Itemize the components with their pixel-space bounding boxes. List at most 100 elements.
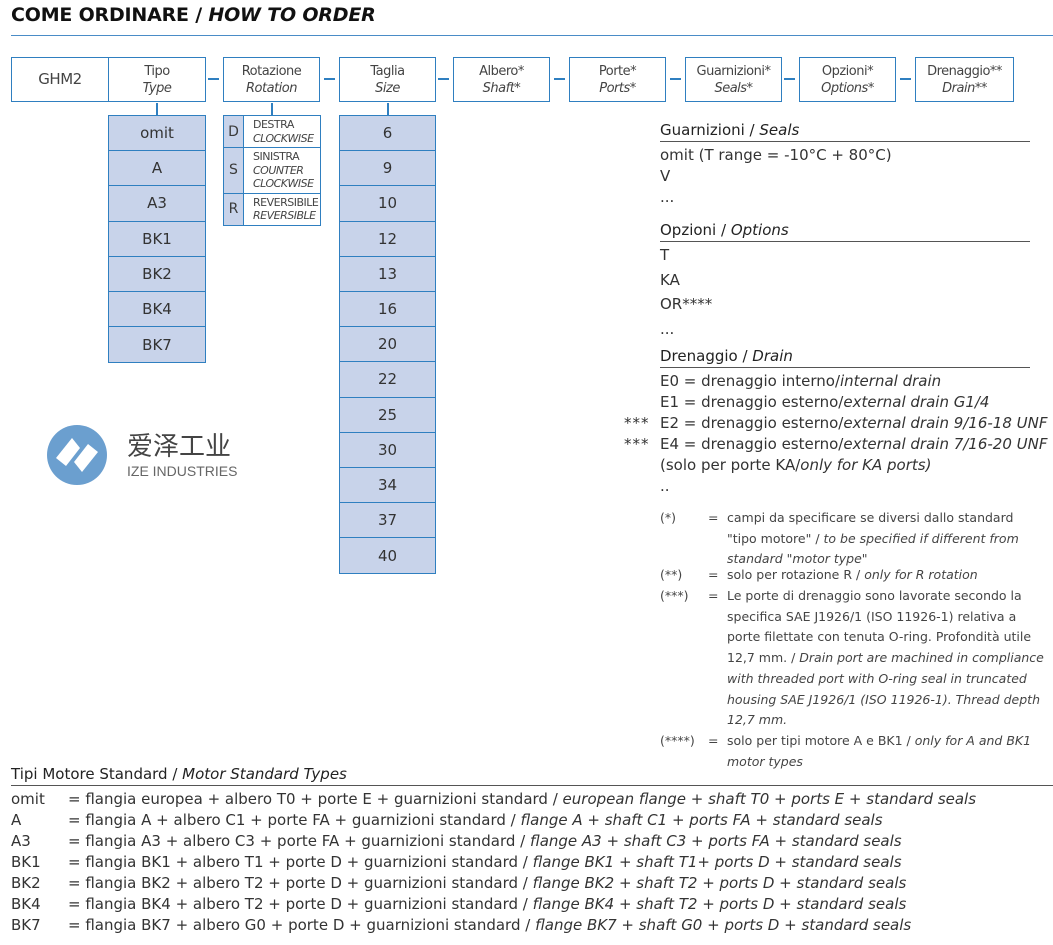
rotation-label-en: CLOCKWISE — [253, 177, 314, 190]
drain-option: *** E2 = drenaggio esterno/external drain… — [624, 414, 1048, 432]
svg-text:爱泽工业: 爱泽工业 — [127, 432, 231, 462]
footnote-text: solo per rotazione R / only for R rotati… — [727, 565, 1045, 586]
footnote-mark: (**) — [660, 567, 683, 582]
size-option: 22 — [340, 362, 435, 398]
desc-it: = flangia BK2 + albero T2 + porte D + gu… — [68, 874, 533, 892]
rotation-option: D DESTRA CLOCKWISE — [224, 116, 320, 148]
standard-type-row: A3 = flangia A3 + albero C3 + porte FA + … — [11, 832, 1051, 852]
header-field-size: Taglia Size — [339, 57, 436, 102]
header-dash — [324, 78, 335, 80]
model-box: GHM2 — [11, 57, 109, 102]
size-option: 20 — [340, 327, 435, 363]
header-field-it: Guarnizioni* — [696, 63, 772, 79]
rotation-label-en: CLOCKWISE — [253, 131, 314, 145]
header-field-en: Drain** — [942, 80, 987, 96]
size-option: 25 — [340, 398, 435, 433]
size-option: 6 — [340, 116, 435, 152]
option-item: ... — [660, 319, 675, 338]
standard-type-desc: = flangia BK4 + albero T2 + porte D + gu… — [68, 895, 906, 913]
footnote-equals: = — [708, 588, 719, 603]
header-field-en: Shaft* — [482, 80, 521, 96]
drain-option: *** E4 = drenaggio esterno/external drain… — [624, 435, 1048, 453]
size-option: 34 — [340, 468, 435, 504]
drain-it: E4 = drenaggio esterno/ — [660, 435, 844, 453]
header-field-rotation: Rotazione Rotation — [223, 57, 320, 102]
size-option: 30 — [340, 433, 435, 468]
header-field-drain: Drenaggio** Drain** — [915, 57, 1014, 102]
drain-it: E2 = drenaggio esterno/ — [660, 414, 844, 432]
type-option: omit — [109, 116, 205, 152]
header-field-it: Drenaggio** — [927, 63, 1002, 79]
header-field-en: Seals* — [714, 80, 753, 96]
rotation-label-it: DESTRA — [253, 118, 294, 131]
standard-types-heading-it: Tipi Motore Standard / — [11, 765, 183, 783]
header-dash — [784, 78, 795, 80]
footnote-mark: (***) — [660, 588, 689, 603]
options-heading-en: Options — [730, 221, 789, 239]
footnote-mark: (****) — [660, 733, 695, 748]
drain-option: (solo per porte KA/only for KA ports) — [660, 456, 931, 474]
size-option: 10 — [340, 186, 435, 222]
header-field-it: Opzioni* — [821, 63, 874, 79]
rotation-option: R REVERSIBILE REVERSIBLE — [224, 193, 320, 225]
desc-it: = flangia BK7 + albero G0 + porte D + gu… — [68, 916, 536, 934]
rotation-option: S SINISTRA COUNTER CLOCKWISE — [224, 148, 320, 194]
header-field-it: Rotazione — [241, 63, 302, 79]
seal-option: V — [660, 167, 671, 185]
standard-types-heading-en: Motor Standard Types — [182, 765, 347, 783]
option-item: T — [660, 246, 670, 264]
seals-heading: Guarnizioni / Seals — [660, 121, 1030, 142]
title-en: HOW TO ORDER — [208, 4, 376, 26]
standard-type-row: BK4 = flangia BK4 + albero T2 + porte D +… — [11, 895, 1051, 915]
footnote-mark: (*) — [660, 510, 677, 525]
standard-type-row: omit = flangia europea + albero T0 + port… — [11, 790, 1051, 810]
footnote-it: Le porte di drenaggio sono lavorate seco… — [727, 588, 1032, 666]
ize-logo: 爱泽工业 IZE INDUSTRIES — [42, 418, 252, 493]
footnote-text: solo per tipi motore A e BK1 / only for … — [727, 731, 1045, 772]
size-option: 12 — [340, 222, 435, 257]
drain-heading-it: Drenaggio / — [660, 347, 753, 365]
standard-type-row: BK2 = flangia BK2 + albero T2 + porte D +… — [11, 874, 1051, 894]
desc-en: flange BK7 + shaft G0 + ports D + standa… — [535, 916, 912, 934]
drain-it: E0 = drenaggio interno/ — [660, 372, 840, 390]
type-option: BK1 — [109, 222, 205, 257]
desc-it: = flangia europea + albero T0 + porte E … — [68, 790, 563, 808]
footnote-en: only for R rotation — [864, 567, 978, 582]
size-column: 6 9 10 12 13 16 20 22 25 30 34 37 40 — [339, 115, 436, 575]
drain-option: E0 = drenaggio interno/internal drain — [660, 372, 941, 390]
header-dash — [438, 78, 449, 80]
desc-it: = flangia BK4 + albero T2 + porte D + gu… — [68, 895, 533, 913]
header-field-it: Taglia — [370, 63, 405, 79]
footnote-equals: = — [708, 510, 719, 525]
standard-type-desc: = flangia A3 + albero C3 + porte FA + gu… — [68, 832, 902, 850]
standard-type-code: BK2 — [11, 874, 41, 892]
rotation-code: D — [224, 116, 244, 147]
footnote-equals: = — [708, 567, 719, 582]
size-option: 13 — [340, 257, 435, 292]
size-option: 16 — [340, 292, 435, 328]
size-option: 37 — [340, 503, 435, 539]
standard-type-desc: = flangia A + albero C1 + porte FA + gua… — [68, 811, 883, 829]
page-title: COME ORDINARE / HOW TO ORDER — [11, 4, 376, 26]
rotation-label: SINISTRA COUNTER CLOCKWISE — [244, 148, 320, 193]
standard-types-heading: Tipi Motore Standard / Motor Standard Ty… — [11, 765, 1053, 786]
desc-en: flange BK2 + shaft T2 + ports D + standa… — [532, 874, 907, 892]
standard-type-desc: = flangia BK2 + albero T2 + porte D + gu… — [68, 874, 906, 892]
seal-option: ... — [660, 188, 675, 206]
desc-it: = flangia A + albero C1 + porte FA + gua… — [68, 811, 521, 829]
footnote-en: Drain port are machined in compliance wi… — [727, 650, 1044, 728]
connector-line — [156, 103, 158, 115]
header-field-it: Tipo — [144, 63, 170, 79]
drain-it: (solo per porte KA/ — [660, 456, 801, 474]
option-item: OR**** — [660, 295, 713, 313]
header-field-en: Rotation — [246, 80, 297, 96]
rotation-label-en: COUNTER — [253, 163, 304, 177]
model-code: GHM2 — [38, 70, 82, 88]
standard-type-code: BK1 — [11, 853, 41, 871]
desc-en: flange BK1 + shaft T1+ ports D + standar… — [532, 853, 902, 871]
footnote-en: only for A and BK1 motor types — [727, 733, 1032, 769]
header-field-options: Opzioni* Options* — [799, 57, 896, 102]
drain-en: external drain G1/4 — [843, 393, 990, 411]
header-field-it: Albero* — [479, 63, 524, 79]
drain-en: internal drain — [840, 372, 942, 390]
